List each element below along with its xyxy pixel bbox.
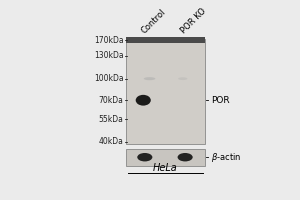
Bar [126,149,205,166]
Text: 130kDa: 130kDa [94,51,124,60]
Text: 70kDa: 70kDa [99,96,124,105]
Bar [126,39,205,144]
Ellipse shape [144,77,155,80]
Bar [126,37,205,43]
Text: HeLa: HeLa [153,163,178,173]
Ellipse shape [178,153,193,161]
Text: 55kDa: 55kDa [99,115,124,124]
Text: 40kDa: 40kDa [99,137,124,146]
Ellipse shape [137,153,152,161]
Text: $\beta$-actin: $\beta$-actin [211,151,241,164]
Text: 100kDa: 100kDa [94,74,124,83]
Text: Control: Control [139,8,167,36]
Text: POR KO: POR KO [179,7,208,36]
Text: POR: POR [211,96,229,105]
Ellipse shape [136,95,151,106]
Text: 170kDa: 170kDa [94,36,124,45]
Ellipse shape [178,77,188,80]
